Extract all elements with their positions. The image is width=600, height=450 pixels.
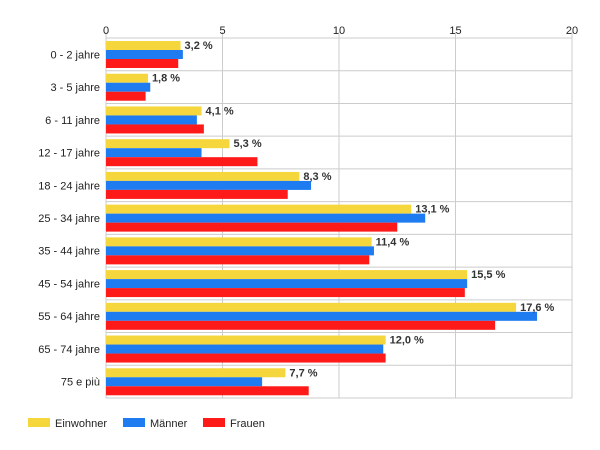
x-tick-label: 20	[566, 25, 578, 37]
legend-label: Einwohner	[55, 418, 107, 430]
data-label: 12,0 %	[390, 335, 424, 347]
x-tick-label: 5	[219, 25, 225, 37]
category-label: 35 - 44 jahre	[38, 246, 100, 258]
bar	[106, 288, 465, 298]
bar	[106, 302, 517, 312]
bar	[106, 106, 202, 116]
legend-label: Männer	[150, 418, 188, 430]
bar	[106, 344, 384, 354]
bar	[106, 386, 309, 396]
bar	[106, 50, 183, 59]
bar	[106, 353, 386, 363]
bar	[106, 180, 312, 190]
bar	[106, 246, 374, 256]
data-label: 13,1 %	[415, 204, 449, 216]
bar	[106, 124, 204, 134]
data-label: 7,7 %	[289, 367, 317, 379]
category-label: 12 - 17 jahre	[38, 148, 100, 160]
bar	[106, 213, 426, 223]
bar	[106, 222, 398, 232]
bar	[106, 82, 151, 92]
category-label: 3 - 5 jahre	[50, 82, 100, 94]
bar	[106, 91, 146, 101]
bar	[106, 148, 202, 158]
legend-swatch	[123, 418, 145, 427]
data-label: 11,4 %	[376, 236, 410, 248]
bars	[106, 41, 538, 396]
category-labels: 0 - 2 jahre 3 - 5 jahre 6 - 11 jahre 12 - 1…	[38, 49, 100, 388]
bar	[106, 320, 496, 330]
category-label: 45 - 54 jahre	[38, 278, 100, 290]
category-label: 65 - 74 jahre	[38, 344, 100, 356]
data-label: 8,3 %	[303, 171, 331, 183]
category-label: 0 - 2 jahre	[50, 49, 100, 61]
bar	[106, 41, 181, 50]
legend-swatch	[28, 418, 50, 427]
bar	[106, 237, 372, 247]
category-label: 25 - 34 jahre	[38, 213, 100, 225]
category-label: 18 - 24 jahre	[38, 180, 100, 192]
bar	[106, 189, 288, 199]
bar	[106, 279, 468, 289]
bar	[106, 73, 148, 83]
x-axis-ticks: 0 5 10 15 20	[103, 25, 578, 37]
category-label: 6 - 11 jahre	[45, 115, 100, 127]
bar	[106, 335, 386, 345]
data-label: 15,5 %	[471, 269, 505, 281]
category-label: 55 - 64 jahre	[38, 311, 100, 323]
bar	[106, 59, 179, 68]
data-label: 5,3 %	[233, 138, 261, 150]
category-label: 75 e più	[61, 377, 100, 389]
x-tick-label: 15	[449, 25, 461, 37]
legend-label: Frauen	[230, 418, 265, 430]
bar	[106, 171, 300, 181]
bar	[106, 204, 412, 214]
data-label: 4,1 %	[206, 105, 234, 117]
bar	[106, 157, 258, 167]
bar	[106, 255, 370, 265]
bar	[106, 368, 286, 378]
data-label: 3,2 %	[185, 40, 213, 52]
bar	[106, 377, 263, 387]
bar	[106, 115, 197, 125]
data-label: 1,8 %	[152, 73, 180, 85]
legend: Einwohner Männer Frauen	[28, 418, 265, 430]
bar	[106, 139, 230, 149]
bar	[106, 270, 468, 280]
bar	[106, 311, 538, 321]
x-tick-label: 10	[333, 25, 345, 37]
x-tick-label: 0	[103, 25, 109, 37]
data-label: 17,6 %	[520, 302, 554, 314]
legend-swatch	[203, 418, 225, 427]
data-labels: 3,2 % 1,8 % 4,1 % 5,3 % 8,3 % 13,1 % 11,4 % 15,…	[152, 40, 555, 379]
